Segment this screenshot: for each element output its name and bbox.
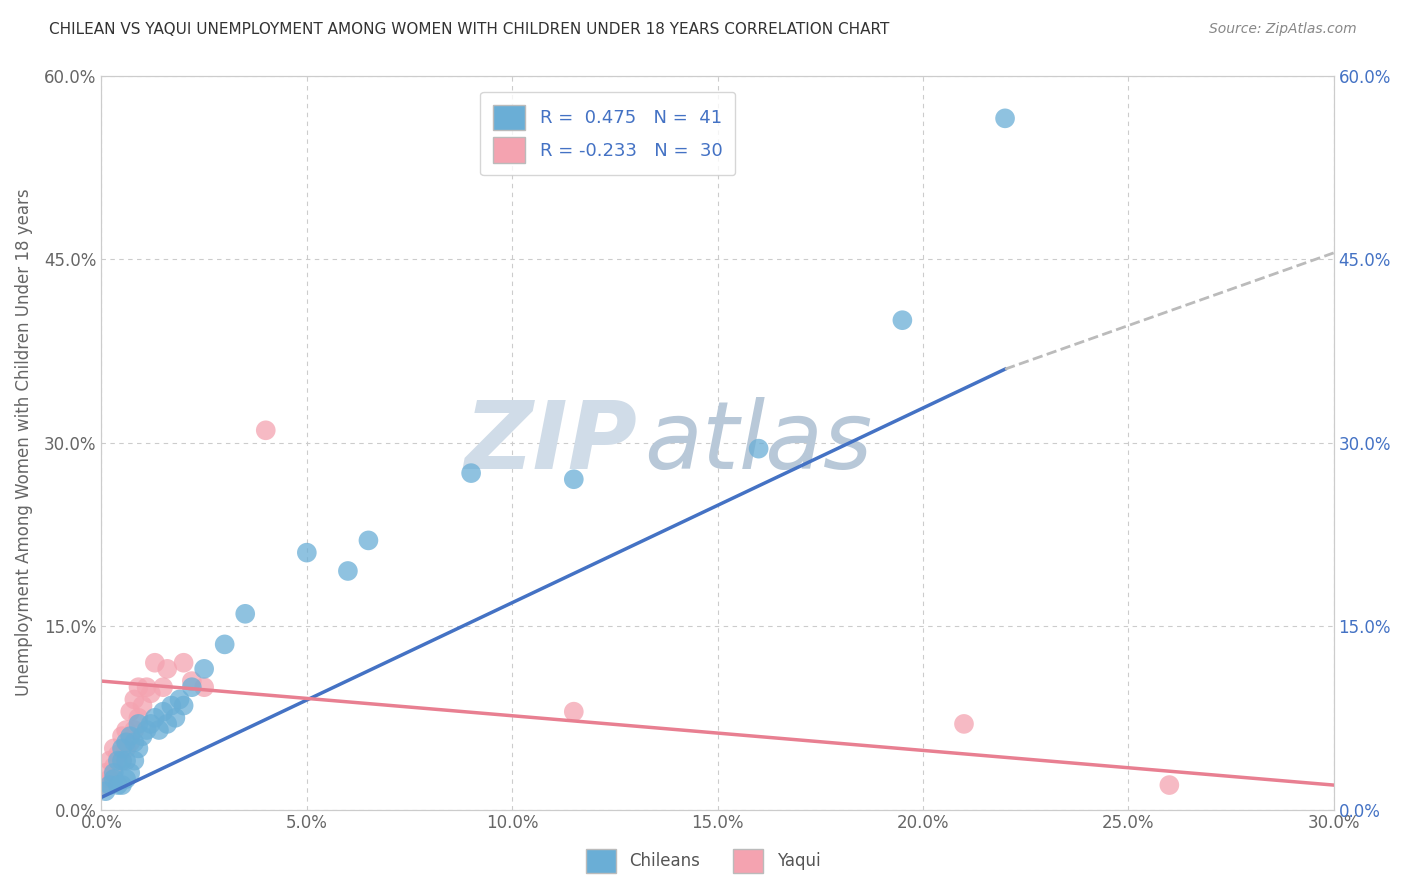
Point	[127, 680, 149, 694]
Point	[139, 717, 162, 731]
Point	[131, 698, 153, 713]
Point	[103, 760, 125, 774]
Text: CHILEAN VS YAQUI UNEMPLOYMENT AMONG WOMEN WITH CHILDREN UNDER 18 YEARS CORRELATI: CHILEAN VS YAQUI UNEMPLOYMENT AMONG WOME…	[49, 22, 890, 37]
Point	[169, 692, 191, 706]
Point	[139, 686, 162, 700]
Point	[120, 705, 142, 719]
Point	[107, 747, 129, 762]
Point	[124, 692, 146, 706]
Point	[107, 754, 129, 768]
Point	[115, 772, 138, 786]
Point	[120, 729, 142, 743]
Point	[115, 723, 138, 737]
Point	[193, 662, 215, 676]
Point	[94, 784, 117, 798]
Point	[131, 729, 153, 743]
Point	[953, 717, 976, 731]
Point	[891, 313, 914, 327]
Point	[135, 680, 157, 694]
Point	[115, 741, 138, 756]
Point	[254, 423, 277, 437]
Point	[111, 741, 134, 756]
Text: Source: ZipAtlas.com: Source: ZipAtlas.com	[1209, 22, 1357, 37]
Point	[160, 698, 183, 713]
Legend: R =  0.475   N =  41, R = -0.233   N =  30: R = 0.475 N = 41, R = -0.233 N = 30	[481, 92, 735, 176]
Point	[111, 778, 134, 792]
Point	[562, 472, 585, 486]
Y-axis label: Unemployment Among Women with Children Under 18 years: Unemployment Among Women with Children U…	[15, 189, 32, 697]
Point	[107, 778, 129, 792]
Point	[127, 717, 149, 731]
Point	[562, 705, 585, 719]
Point	[193, 680, 215, 694]
Point	[115, 754, 138, 768]
Point	[1159, 778, 1181, 792]
Point	[994, 112, 1017, 126]
Point	[180, 680, 202, 694]
Point	[111, 729, 134, 743]
Point	[295, 546, 318, 560]
Point	[98, 754, 121, 768]
Point	[156, 717, 179, 731]
Point	[460, 466, 482, 480]
Point	[103, 741, 125, 756]
Point	[115, 735, 138, 749]
Text: ZIP: ZIP	[464, 397, 637, 489]
Legend: Chileans, Yaqui: Chileans, Yaqui	[579, 842, 827, 880]
Point	[214, 637, 236, 651]
Point	[336, 564, 359, 578]
Point	[98, 772, 121, 786]
Point	[173, 656, 195, 670]
Point	[103, 772, 125, 786]
Point	[143, 656, 166, 670]
Point	[111, 754, 134, 768]
Point	[152, 705, 174, 719]
Point	[124, 754, 146, 768]
Point	[124, 735, 146, 749]
Point	[233, 607, 256, 621]
Point	[357, 533, 380, 548]
Point	[127, 711, 149, 725]
Point	[165, 711, 187, 725]
Point	[127, 741, 149, 756]
Point	[124, 723, 146, 737]
Point	[180, 674, 202, 689]
Point	[143, 711, 166, 725]
Point	[120, 765, 142, 780]
Point	[152, 680, 174, 694]
Point	[156, 662, 179, 676]
Point	[148, 723, 170, 737]
Point	[93, 778, 115, 792]
Point	[111, 754, 134, 768]
Point	[103, 765, 125, 780]
Point	[135, 723, 157, 737]
Text: atlas: atlas	[644, 397, 872, 488]
Point	[173, 698, 195, 713]
Point	[748, 442, 770, 456]
Point	[120, 735, 142, 749]
Point	[98, 778, 121, 792]
Point	[94, 765, 117, 780]
